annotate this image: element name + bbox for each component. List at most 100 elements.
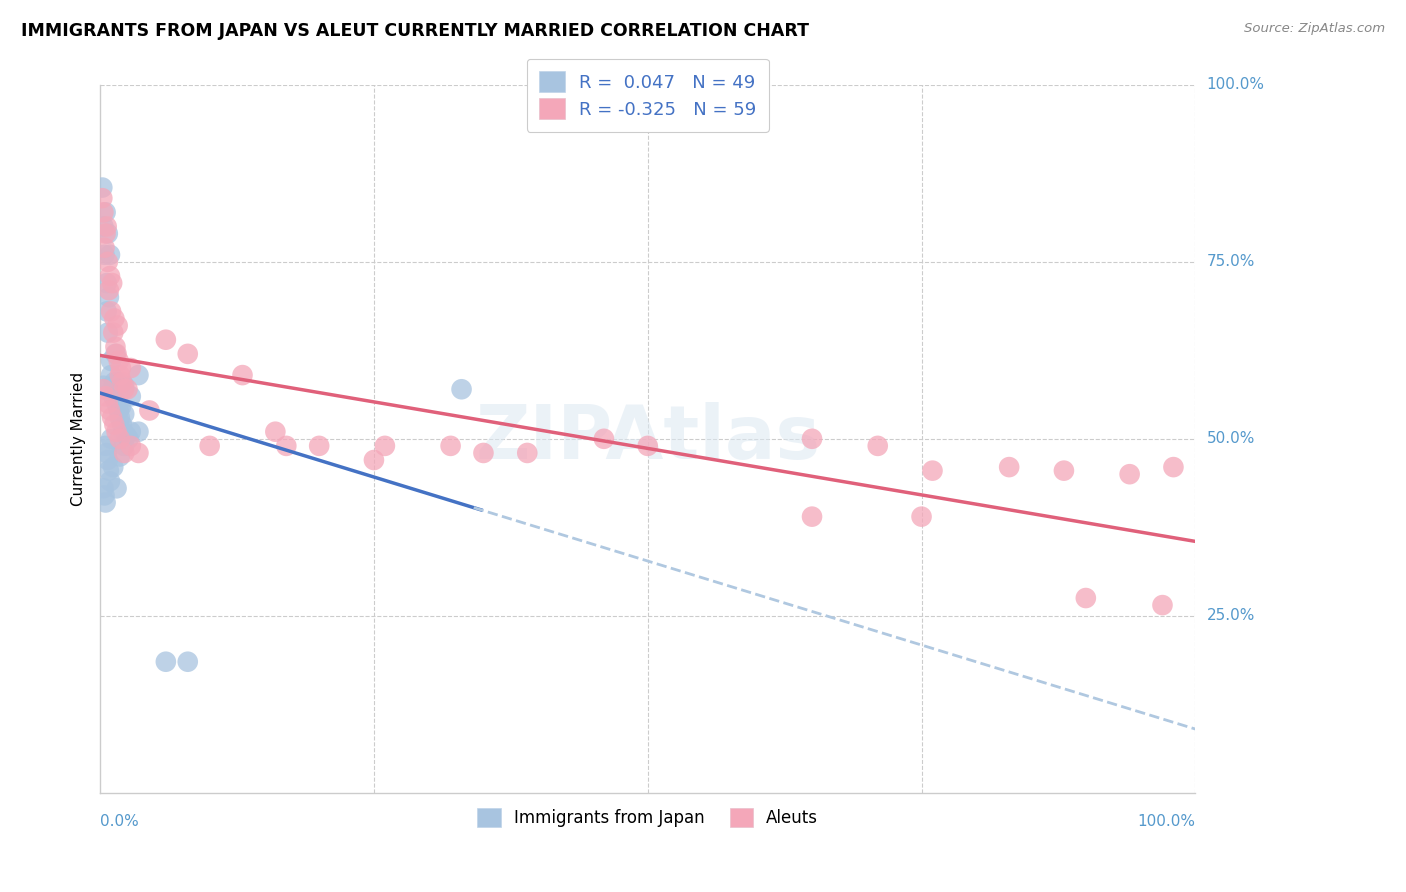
Point xyxy=(231,368,253,383)
Point xyxy=(801,509,824,524)
Point xyxy=(472,446,495,460)
Point xyxy=(98,268,121,283)
Point xyxy=(439,439,461,453)
Point xyxy=(100,368,122,383)
Point xyxy=(112,446,135,460)
Point xyxy=(91,191,114,205)
Point xyxy=(107,375,129,389)
Point xyxy=(103,375,125,389)
Point xyxy=(112,439,135,453)
Point xyxy=(127,368,149,383)
Point xyxy=(93,248,115,262)
Point xyxy=(111,417,134,432)
Point xyxy=(103,311,125,326)
Text: ZIPAtlas: ZIPAtlas xyxy=(475,402,820,475)
Point xyxy=(98,475,121,489)
Point xyxy=(108,368,131,383)
Point xyxy=(93,382,115,396)
Point xyxy=(117,382,139,396)
Point xyxy=(103,389,125,403)
Point xyxy=(998,460,1021,475)
Point xyxy=(94,439,117,453)
Point xyxy=(93,382,115,396)
Point xyxy=(98,403,121,417)
Point xyxy=(108,410,131,425)
Point xyxy=(101,382,124,396)
Point xyxy=(921,464,943,478)
Point xyxy=(98,248,121,262)
Text: 0.0%: 0.0% xyxy=(100,814,139,829)
Point xyxy=(105,481,128,495)
Point xyxy=(100,354,122,368)
Point xyxy=(96,219,118,234)
Point xyxy=(1163,460,1185,475)
Point xyxy=(110,400,132,414)
Text: 75.0%: 75.0% xyxy=(1206,254,1254,269)
Text: IMMIGRANTS FROM JAPAN VS ALEUT CURRENTLY MARRIED CORRELATION CHART: IMMIGRANTS FROM JAPAN VS ALEUT CURRENTLY… xyxy=(21,22,808,40)
Text: 50.0%: 50.0% xyxy=(1206,432,1254,446)
Point xyxy=(97,396,120,410)
Point xyxy=(308,439,330,453)
Text: 100.0%: 100.0% xyxy=(1206,78,1264,93)
Point xyxy=(108,432,131,446)
Text: 100.0%: 100.0% xyxy=(1137,814,1195,829)
Point xyxy=(177,655,200,669)
Point xyxy=(516,446,538,460)
Point xyxy=(97,453,120,467)
Point xyxy=(1118,467,1140,482)
Point xyxy=(96,276,118,290)
Point xyxy=(93,378,115,392)
Point xyxy=(374,439,396,453)
Point xyxy=(120,389,142,403)
Point xyxy=(107,318,129,333)
Point xyxy=(112,382,135,396)
Point xyxy=(93,205,115,219)
Point xyxy=(110,361,132,376)
Point xyxy=(108,450,131,464)
Point xyxy=(105,347,128,361)
Point xyxy=(120,439,142,453)
Point xyxy=(107,403,129,417)
Point xyxy=(94,495,117,509)
Point xyxy=(93,241,115,255)
Point xyxy=(276,439,298,453)
Point xyxy=(103,460,125,475)
Point xyxy=(97,326,120,340)
Y-axis label: Currently Married: Currently Married xyxy=(72,372,86,506)
Point xyxy=(101,410,124,425)
Point xyxy=(94,205,117,219)
Point xyxy=(450,382,472,396)
Point xyxy=(97,464,120,478)
Point xyxy=(93,481,115,495)
Point xyxy=(801,432,824,446)
Point xyxy=(112,378,135,392)
Point xyxy=(127,446,149,460)
Point xyxy=(1074,591,1097,605)
Point xyxy=(105,425,128,439)
Point xyxy=(177,347,200,361)
Point xyxy=(120,361,142,376)
Point xyxy=(117,432,139,446)
Point xyxy=(97,283,120,297)
Text: Source: ZipAtlas.com: Source: ZipAtlas.com xyxy=(1244,22,1385,36)
Point xyxy=(107,354,129,368)
Point xyxy=(100,304,122,318)
Legend: Immigrants from Japan, Aleuts: Immigrants from Japan, Aleuts xyxy=(471,801,825,834)
Point xyxy=(1152,598,1174,612)
Point xyxy=(101,276,124,290)
Point xyxy=(96,446,118,460)
Point xyxy=(593,432,616,446)
Point xyxy=(94,389,117,403)
Point xyxy=(112,425,135,439)
Point xyxy=(264,425,287,439)
Point xyxy=(363,453,385,467)
Point xyxy=(138,403,160,417)
Point xyxy=(105,396,128,410)
Point xyxy=(96,304,118,318)
Text: 25.0%: 25.0% xyxy=(1206,608,1254,624)
Point xyxy=(100,432,122,446)
Point xyxy=(112,407,135,421)
Point xyxy=(127,425,149,439)
Point xyxy=(93,219,115,234)
Point xyxy=(103,417,125,432)
